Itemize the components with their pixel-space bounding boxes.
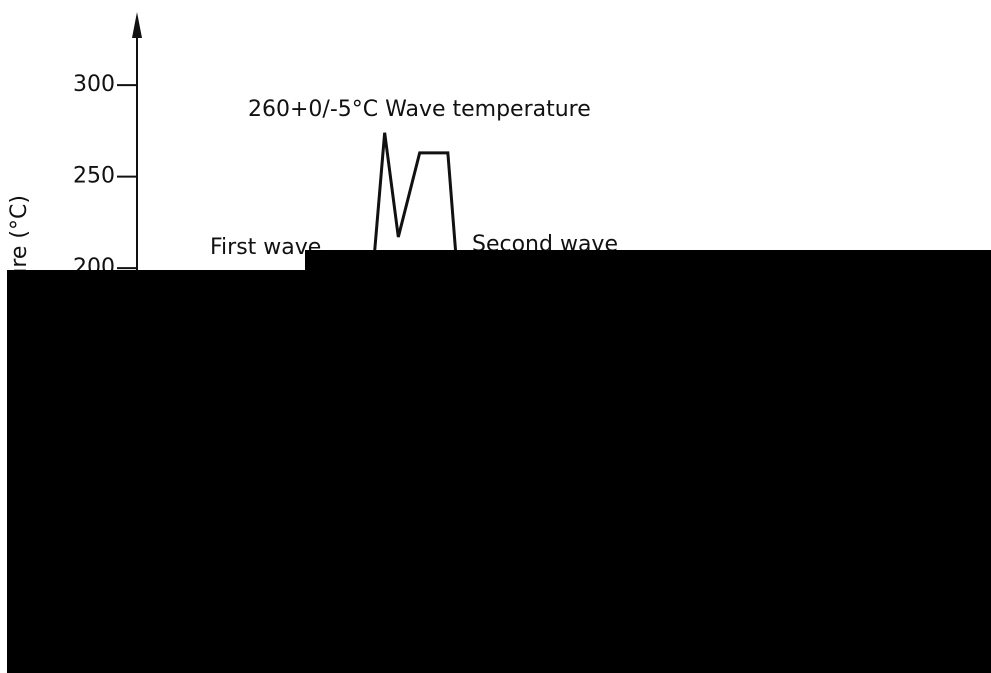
y-tick-label: 250 [73, 164, 115, 189]
annotation: First wave [210, 235, 321, 260]
annotation: 260+0/-5°C Wave temperature [248, 97, 591, 122]
profile-line [368, 132, 462, 305]
redaction [7, 270, 991, 673]
y-tick-label: 300 [73, 72, 115, 97]
y-axis-arrow [132, 12, 142, 38]
